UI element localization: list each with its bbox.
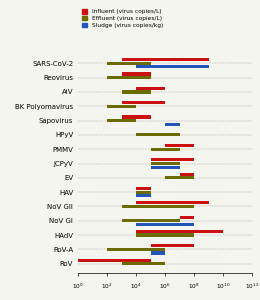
Bar bbox=[165, 144, 194, 147]
Bar bbox=[136, 87, 165, 90]
Bar bbox=[151, 166, 180, 169]
Bar bbox=[136, 133, 180, 136]
Bar bbox=[107, 76, 151, 79]
Bar bbox=[107, 119, 136, 122]
Bar bbox=[122, 116, 151, 118]
Bar bbox=[122, 58, 209, 61]
Bar bbox=[136, 230, 223, 233]
Bar bbox=[122, 90, 151, 94]
Bar bbox=[180, 173, 194, 176]
Bar bbox=[107, 62, 151, 65]
Bar bbox=[151, 251, 165, 254]
Bar bbox=[122, 101, 165, 104]
Bar bbox=[107, 248, 165, 251]
Bar bbox=[136, 65, 209, 68]
Bar bbox=[136, 187, 151, 190]
Bar bbox=[180, 216, 194, 219]
Bar bbox=[122, 262, 165, 265]
Legend: Influent (virus copies/L), Effluent (virus copies/L), Sludge (virus copies/kg): Influent (virus copies/L), Effluent (vir… bbox=[81, 9, 164, 28]
Bar bbox=[122, 219, 180, 222]
Bar bbox=[136, 201, 209, 204]
Bar bbox=[136, 223, 194, 226]
Bar bbox=[122, 73, 151, 76]
Bar bbox=[107, 105, 136, 108]
Bar bbox=[136, 190, 151, 194]
Bar bbox=[165, 123, 180, 126]
Bar bbox=[165, 176, 194, 179]
Bar bbox=[151, 148, 180, 151]
Bar bbox=[136, 194, 151, 197]
Bar bbox=[78, 259, 151, 262]
Bar bbox=[151, 158, 194, 161]
Bar bbox=[136, 233, 194, 237]
Bar bbox=[151, 244, 194, 248]
Bar bbox=[122, 205, 194, 208]
Bar bbox=[151, 162, 180, 165]
